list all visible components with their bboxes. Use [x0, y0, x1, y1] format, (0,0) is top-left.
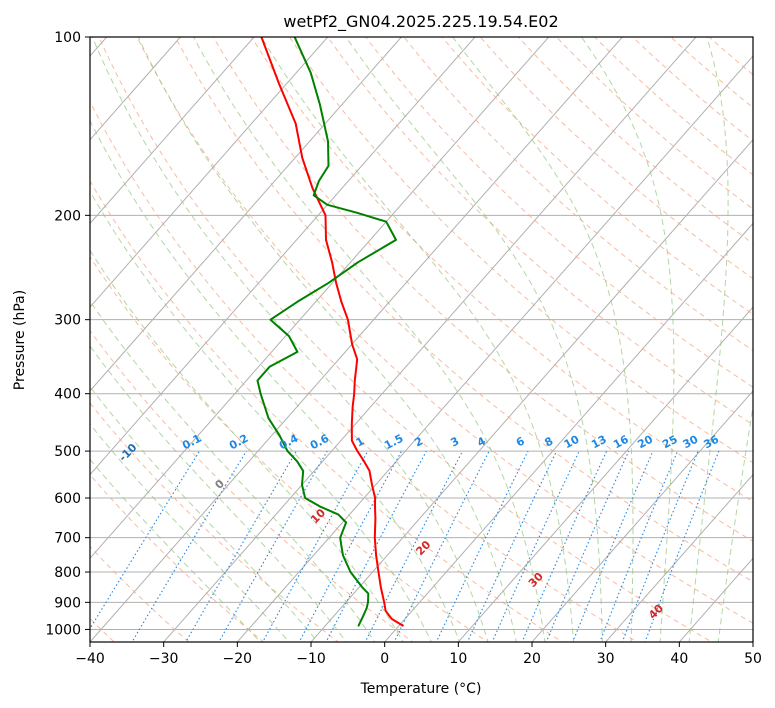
y-tick-label: 200: [54, 208, 81, 224]
x-tick-label: −30: [149, 651, 179, 667]
moist-adiabat-line: [90, 385, 319, 642]
isopleth-labels: 0.1 0.2 0.4 0.6 1 1.5 2 3 4 6 8 10 13 16 20 25 30 36-1001…: [116, 432, 721, 622]
mixing-ratio-line: [435, 450, 529, 642]
y-tick-label: 500: [54, 444, 81, 460]
x-tick-label: 20: [523, 651, 541, 667]
dewpoint-profile: [256, 37, 397, 627]
moist-adiabat-line: [452, 37, 634, 642]
mixing-ratio-label: 36: [701, 433, 721, 452]
moist-adiabat-line: [90, 119, 461, 642]
mixing-ratio-line: [644, 450, 720, 642]
mixing-ratio-line: [521, 450, 608, 642]
dry-adiabat-line: [403, 37, 753, 352]
series-layer: [256, 37, 404, 627]
moist-adiabat-line: [90, 345, 347, 642]
y-tick-label: 900: [54, 595, 81, 611]
moist-adiabat-line: [193, 37, 546, 642]
isotherm-line: [384, 222, 753, 642]
mixing-ratio-line: [491, 450, 580, 642]
isotherm-line: [163, 37, 697, 642]
isotherm-line: [531, 390, 753, 642]
y-tick-label: 300: [54, 313, 81, 329]
mixing-ratio-line: [364, 450, 463, 642]
y-tick-label: 800: [54, 565, 81, 581]
moist-adiabat-line: [91, 37, 489, 642]
dry-adiabat-line: [212, 37, 753, 542]
y-tick-label: 400: [54, 387, 81, 403]
moist-adiabat-line: [137, 37, 518, 642]
moist-adiabat-line: [90, 190, 432, 642]
isotherm-line: [90, 37, 255, 225]
dry-adiabat-line: [90, 329, 414, 642]
mixing-ratio-line: [393, 450, 490, 642]
mixing-ratio-line: [545, 450, 630, 642]
moist-adiabat-line: [345, 37, 603, 642]
plot-frame: [89, 36, 754, 643]
isotherm-line: [310, 138, 753, 642]
x-tick-label: 0: [380, 651, 389, 667]
x-axis-label: Temperature (°C): [360, 681, 482, 697]
grid-layer: [90, 37, 753, 642]
x-tick-label: 10: [449, 651, 467, 667]
moist-adiabat-line: [261, 37, 575, 642]
mixing-ratio-line: [572, 450, 654, 642]
temperature-profile: [260, 37, 404, 627]
mixing-ratio-line: [599, 450, 679, 642]
moist-adiabat-line: [90, 458, 261, 642]
dry-adiabat-line: [593, 37, 753, 176]
x-tick-label: −10: [296, 651, 326, 667]
mixing-ratio-line: [262, 450, 369, 642]
y-axis-label: Pressure (hPa): [12, 290, 28, 390]
dry-adiabat-line: [479, 37, 753, 280]
dry-adiabat-line: [250, 37, 753, 503]
dry-adiabat-line: [288, 37, 753, 464]
y-tick-label: 700: [54, 531, 81, 547]
x-tick-label: −20: [223, 651, 253, 667]
moist-adiabat-line: [90, 423, 290, 642]
isotherm-line: [90, 37, 624, 642]
mixing-ratio-line: [185, 450, 297, 642]
dry-adiabat-line: [90, 100, 639, 642]
isotherm-line: [90, 37, 329, 308]
dry-adiabat-line: [98, 37, 713, 642]
mixing-ratio-label: 30: [681, 433, 701, 452]
x-tick-label: 30: [597, 651, 615, 667]
moist-adiabat-line: [90, 300, 376, 642]
mixing-ratio-line: [218, 450, 328, 642]
isotherm-line: [605, 473, 753, 642]
plot-area: [90, 37, 753, 642]
y-tick-label: 100: [54, 30, 81, 46]
isotherm-line: [90, 37, 403, 392]
isotherm-line: [236, 55, 753, 642]
axis-ticks: −40 −30 −20 −10 0 10 20 30 40 50 1000 900 800 700 600 5…: [45, 30, 762, 667]
isotherm-line: [90, 37, 476, 476]
chart-title: wetPf2_GN04.2025.225.19.54.E02: [283, 12, 558, 32]
mixing-ratio-label: 13: [589, 433, 609, 452]
y-tick-label: 1000: [45, 622, 81, 638]
dry-adiabat-line: [174, 37, 753, 583]
x-tick-label: 40: [670, 651, 688, 667]
mixing-ratio-label: 10: [562, 432, 582, 451]
moist-adiabat-line: [581, 37, 675, 642]
x-tick-label: −40: [75, 651, 105, 667]
dry-adiabat-line: [136, 37, 753, 624]
mixing-ratio-line: [466, 450, 557, 642]
isotherm-line: [90, 37, 182, 141]
moist-adiabat-line: [90, 249, 404, 642]
isotherm-line: [90, 37, 550, 560]
isotherm-line: [457, 306, 753, 642]
moist-adiabat-line: [717, 403, 753, 642]
x-tick-label: 50: [744, 651, 762, 667]
mixing-ratio-line: [131, 450, 247, 642]
mixing-ratio-label: 16: [611, 433, 631, 452]
mixing-ratio-label: 25: [660, 433, 680, 452]
moist-adiabat-line: [688, 37, 729, 642]
mixing-ratio-line: [621, 450, 699, 642]
mixing-ratio-label: 20: [635, 433, 655, 452]
dry-adiabat-line: [90, 256, 489, 642]
y-tick-label: 600: [54, 491, 81, 507]
